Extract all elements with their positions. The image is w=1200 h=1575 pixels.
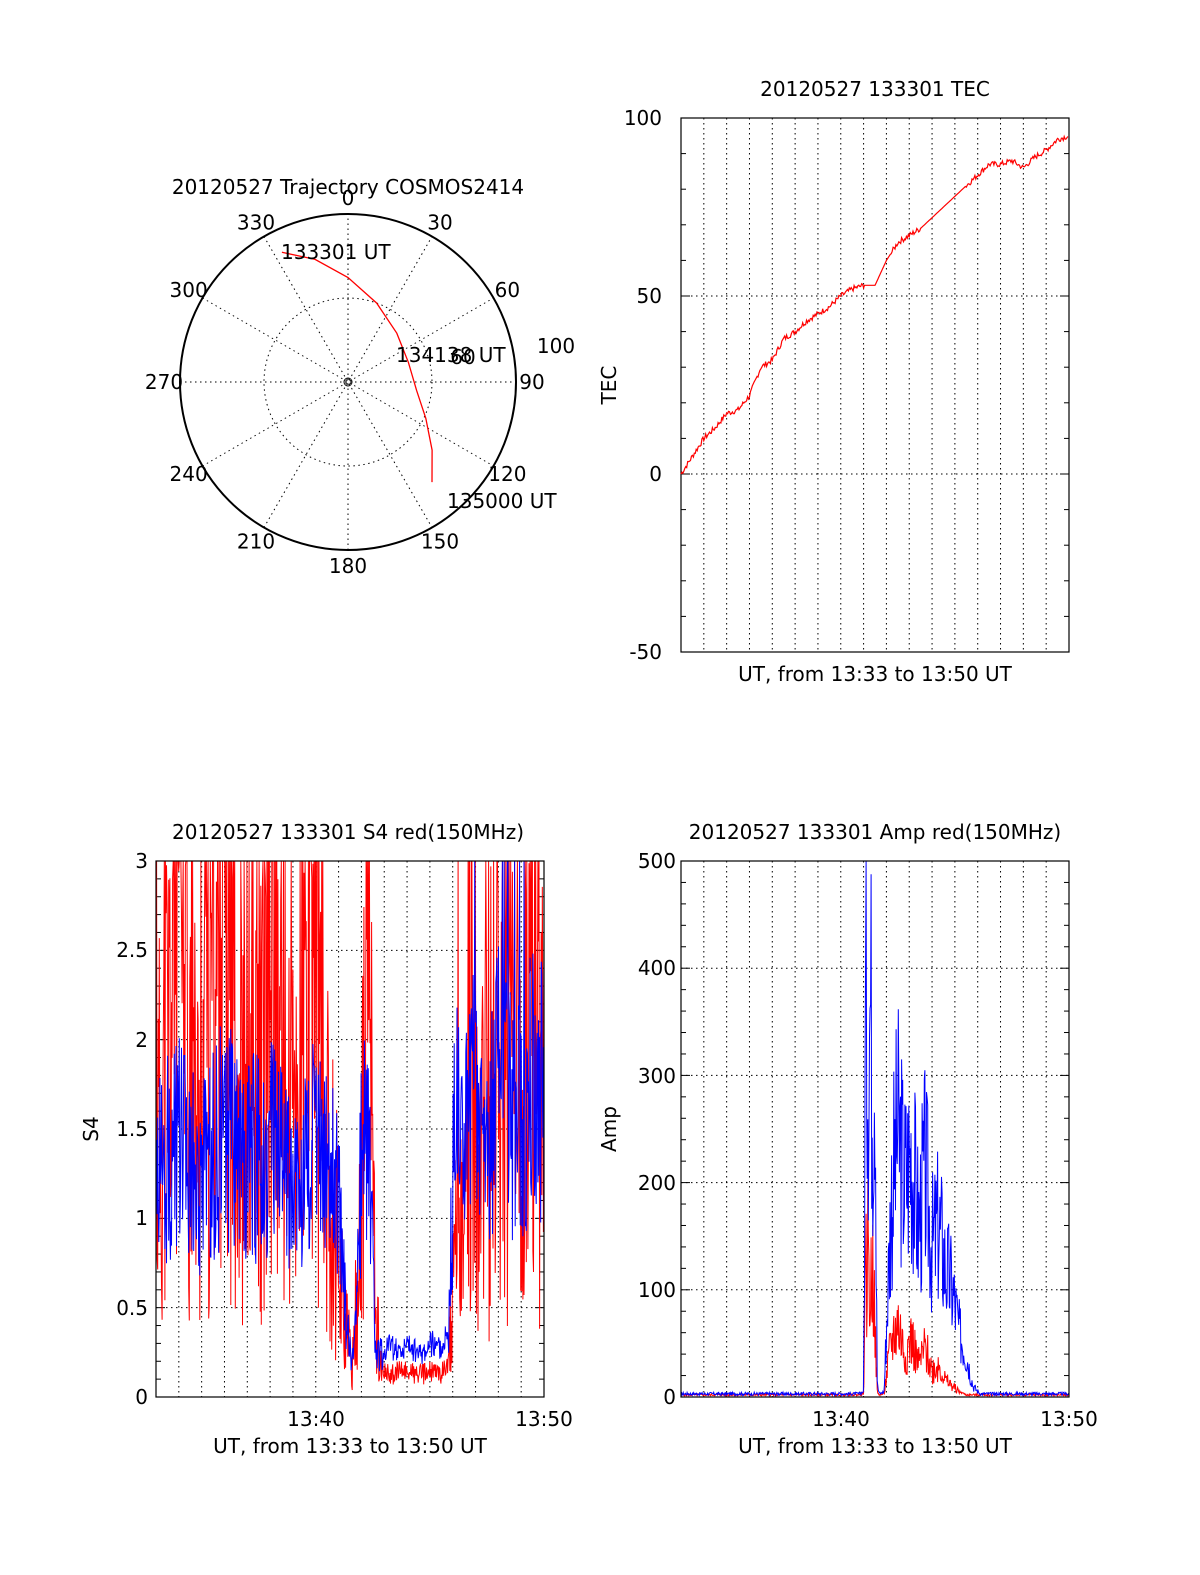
amp-xlabel: UT, from 13:33 to 13:50 UT <box>738 1434 1013 1458</box>
s4-ytick-0: 0 <box>135 1385 148 1409</box>
polar-angle-label-300: 300 <box>170 278 208 302</box>
s4-ytick-2-5: 2.5 <box>116 938 148 962</box>
amp-ytick-200: 200 <box>638 1171 676 1195</box>
amp-xtick-1350: 13:50 <box>1040 1407 1098 1431</box>
amp-minor-ticks <box>681 860 1069 1398</box>
polar-center <box>343 377 353 387</box>
tec-minor-ticks <box>681 117 1069 653</box>
s4-xtick-1350: 13:50 <box>515 1407 573 1431</box>
amp-panel: 20120527 133301 Amp red(150MHz) 500 400 … <box>597 820 1098 1458</box>
polar-angle-label-120: 120 <box>488 462 526 486</box>
polar-angle-label-180: 180 <box>329 554 367 578</box>
s4-xtick-1340: 13:40 <box>287 1407 345 1431</box>
tec-series-line <box>680 134 1069 475</box>
tec-ylabel: TEC <box>597 366 621 406</box>
amp-blue-series <box>680 860 1070 1398</box>
s4-ytick-1-5: 1.5 <box>116 1117 148 1141</box>
polar-angle-label-30: 30 <box>427 211 452 235</box>
polar-angle-label-210: 210 <box>237 529 275 553</box>
radial-label-60: 60 <box>450 345 475 369</box>
polar-angle-label-150: 150 <box>421 529 459 553</box>
tec-ytick-minus50: -50 <box>629 640 662 664</box>
amp-blue-lines-path <box>680 860 1070 1398</box>
s4-panel: 20120527 133301 S4 red(150MHz) 3 2.5 2 1… <box>79 820 573 1458</box>
polar-spokes <box>180 214 516 550</box>
amp-ytick-300: 300 <box>638 1064 676 1088</box>
polar-angle-label-60: 60 <box>495 278 520 302</box>
amp-plot-frame <box>680 860 1070 1398</box>
s4-ytick-0-5: 0.5 <box>116 1296 148 1320</box>
amp-xtick-1340: 13:40 <box>812 1407 870 1431</box>
tec-xlabel: UT, from 13:33 to 13:50 UT <box>738 662 1013 686</box>
tec-gridlines <box>681 118 1069 652</box>
polar-spoke-120 <box>202 297 494 467</box>
polar-spoke-30 <box>263 236 433 528</box>
polar-angle-label-270: 270 <box>145 370 183 394</box>
trajectory-title: 20120527 Trajectory COSMOS2414 <box>172 175 524 199</box>
trajectory-series-line <box>281 251 433 483</box>
s4-title: 20120527 133301 S4 red(150MHz) <box>172 820 524 844</box>
trajectory-panel: 20120527 Trajectory COSMOS2414 0 30 60 90 12… <box>145 175 575 578</box>
amp-red-series <box>680 1180 1070 1398</box>
amp-ytick-500: 500 <box>638 849 676 873</box>
trajectory-start-label: 133301 UT <box>281 240 391 264</box>
s4-blue-lines-path <box>155 860 545 1372</box>
trajectory-mid-label: 134138 UT <box>396 343 506 367</box>
s4-xlabel: UT, from 13:33 to 13:50 UT <box>213 1434 488 1458</box>
polar-spoke-150 <box>263 236 433 528</box>
s4-ytick-1: 1 <box>135 1206 148 1230</box>
polar-angle-label-90: 90 <box>519 370 544 394</box>
polar-angle-labels: 0 30 60 90 120 150 180 210 240 270 300 330 <box>145 186 545 578</box>
amp-ytick-400: 400 <box>638 956 676 980</box>
trajectory-end-label: 135000 UT <box>447 489 557 513</box>
tec-title: 20120527 133301 TEC <box>760 77 990 101</box>
polar-angle-label-0: 0 <box>342 186 355 210</box>
tec-panel: 20120527 133301 TEC 100 50 0 -50 TEC UT,… <box>597 77 1070 686</box>
polar-angle-label-330: 330 <box>237 211 275 235</box>
amp-red-lines-path <box>680 1180 1070 1398</box>
polar-inner-ring <box>263 297 433 467</box>
amp-ytick-0: 0 <box>663 1385 676 1409</box>
radial-label-100: 100 <box>537 334 575 358</box>
s4-ytick-2: 2 <box>135 1028 148 1052</box>
amp-ylabel: Amp <box>597 1106 621 1152</box>
polar-angle-label-240: 240 <box>170 462 208 486</box>
s4-blue-series <box>155 860 545 1372</box>
s4-ylabel: S4 <box>79 1116 103 1141</box>
s4-ytick-3: 3 <box>135 849 148 873</box>
amp-ytick-100: 100 <box>638 1278 676 1302</box>
polar-spoke-60 <box>202 297 494 467</box>
tec-plot-frame <box>680 117 1070 653</box>
s4-plot-frame <box>155 860 545 1398</box>
tec-ytick-100: 100 <box>624 106 662 130</box>
amp-title: 20120527 133301 Amp red(150MHz) <box>689 820 1061 844</box>
tec-ytick-0: 0 <box>649 462 662 486</box>
tec-ytick-50: 50 <box>637 284 662 308</box>
